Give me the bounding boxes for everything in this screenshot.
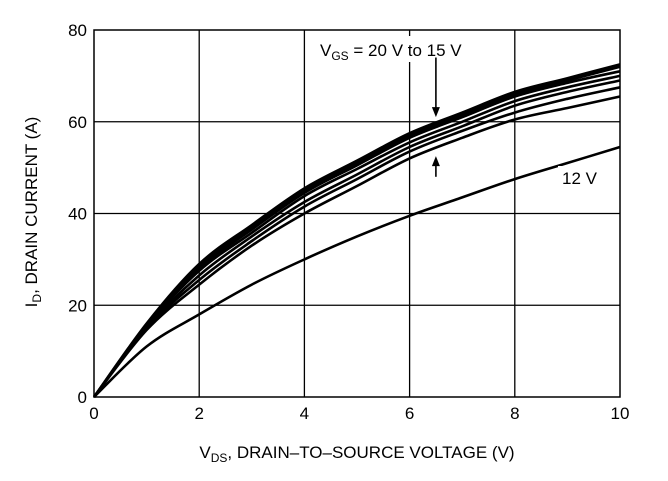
vgs-label-sub: GS	[331, 49, 348, 63]
y-axis-title-sub: D	[30, 294, 44, 303]
curve-series-6	[92, 86, 621, 398]
x-tick-label: 6	[405, 404, 414, 423]
curve-series-2	[92, 65, 621, 398]
curve-series-8	[93, 145, 621, 398]
curve-series-5	[92, 79, 621, 398]
x-tick-labels: 0 2 4 6 8 10	[89, 404, 629, 423]
curve-series-7	[92, 95, 621, 398]
x-axis-title: VDS, DRAIN–TO–SOURCE VOLTAGE (V)	[199, 443, 514, 465]
y-axis-title: ID, DRAIN CURRENT (A)	[22, 117, 44, 308]
curve-series-3	[92, 70, 621, 398]
x-tick-label: 0	[89, 404, 98, 423]
curve-series-4	[92, 74, 621, 398]
x-tick-label: 2	[194, 404, 203, 423]
x-axis-title-sub: DS	[211, 451, 228, 465]
vgs-label-rest: = 20 V to 15 V	[349, 41, 463, 60]
low-label-backing	[558, 166, 608, 190]
annotation-arrow-head-2	[431, 156, 440, 167]
y-tick-label: 60	[68, 113, 87, 132]
vgs-12v-label: 12 V	[562, 169, 598, 188]
x-tick-label: 8	[510, 404, 519, 423]
curves	[92, 63, 621, 398]
x-tick-label: 4	[300, 404, 309, 423]
y-tick-labels: 0 20 40 60 80	[68, 21, 87, 407]
y-axis-title-main: I	[22, 303, 41, 308]
y-tick-label: 80	[68, 21, 87, 40]
plot-frame	[93, 29, 621, 398]
y-tick-label: 0	[78, 388, 87, 407]
y-tick-label: 40	[68, 205, 87, 224]
y-tick-label: 20	[68, 296, 87, 315]
annotation-arrow-head-1	[431, 107, 440, 118]
vgs-range-label: VGS = 20 V to 15 V	[320, 41, 462, 63]
annotation-arrows	[431, 57, 440, 177]
x-tick-label: 10	[611, 404, 630, 423]
x-axis-title-rest: , DRAIN–TO–SOURCE VOLTAGE (V)	[227, 443, 514, 462]
vgs-label-backing	[318, 36, 498, 62]
vgs-label-main: V	[320, 41, 332, 60]
x-axis-title-main: V	[199, 443, 211, 462]
y-axis-title-rest: , DRAIN CURRENT (A)	[22, 117, 41, 294]
